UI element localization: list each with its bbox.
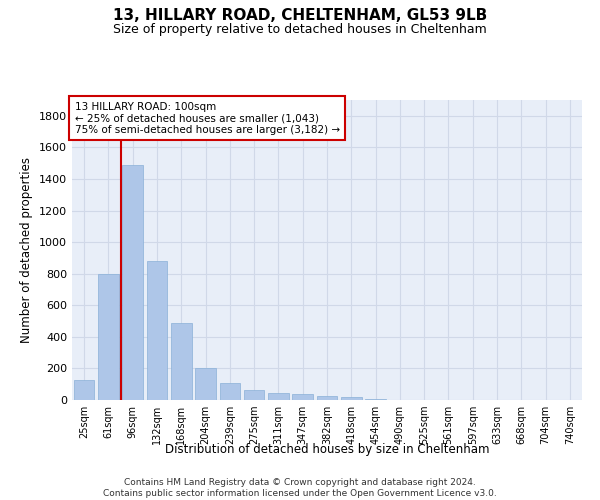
Text: 13, HILLARY ROAD, CHELTENHAM, GL53 9LB: 13, HILLARY ROAD, CHELTENHAM, GL53 9LB xyxy=(113,8,487,22)
Text: Size of property relative to detached houses in Cheltenham: Size of property relative to detached ho… xyxy=(113,22,487,36)
Bar xyxy=(220,384,240,400)
Bar xyxy=(146,261,167,400)
Y-axis label: Number of detached properties: Number of detached properties xyxy=(20,157,34,343)
Bar xyxy=(98,274,119,400)
Bar xyxy=(292,394,313,400)
Bar xyxy=(171,322,191,400)
Bar xyxy=(74,380,94,400)
Text: Distribution of detached houses by size in Cheltenham: Distribution of detached houses by size … xyxy=(165,442,489,456)
Text: Contains HM Land Registry data © Crown copyright and database right 2024.
Contai: Contains HM Land Registry data © Crown c… xyxy=(103,478,497,498)
Bar xyxy=(365,399,386,400)
Bar xyxy=(244,390,265,400)
Bar xyxy=(122,164,143,400)
Bar xyxy=(317,396,337,400)
Bar xyxy=(341,397,362,400)
Bar xyxy=(268,394,289,400)
Bar xyxy=(195,368,216,400)
Text: 13 HILLARY ROAD: 100sqm
← 25% of detached houses are smaller (1,043)
75% of semi: 13 HILLARY ROAD: 100sqm ← 25% of detache… xyxy=(74,102,340,134)
